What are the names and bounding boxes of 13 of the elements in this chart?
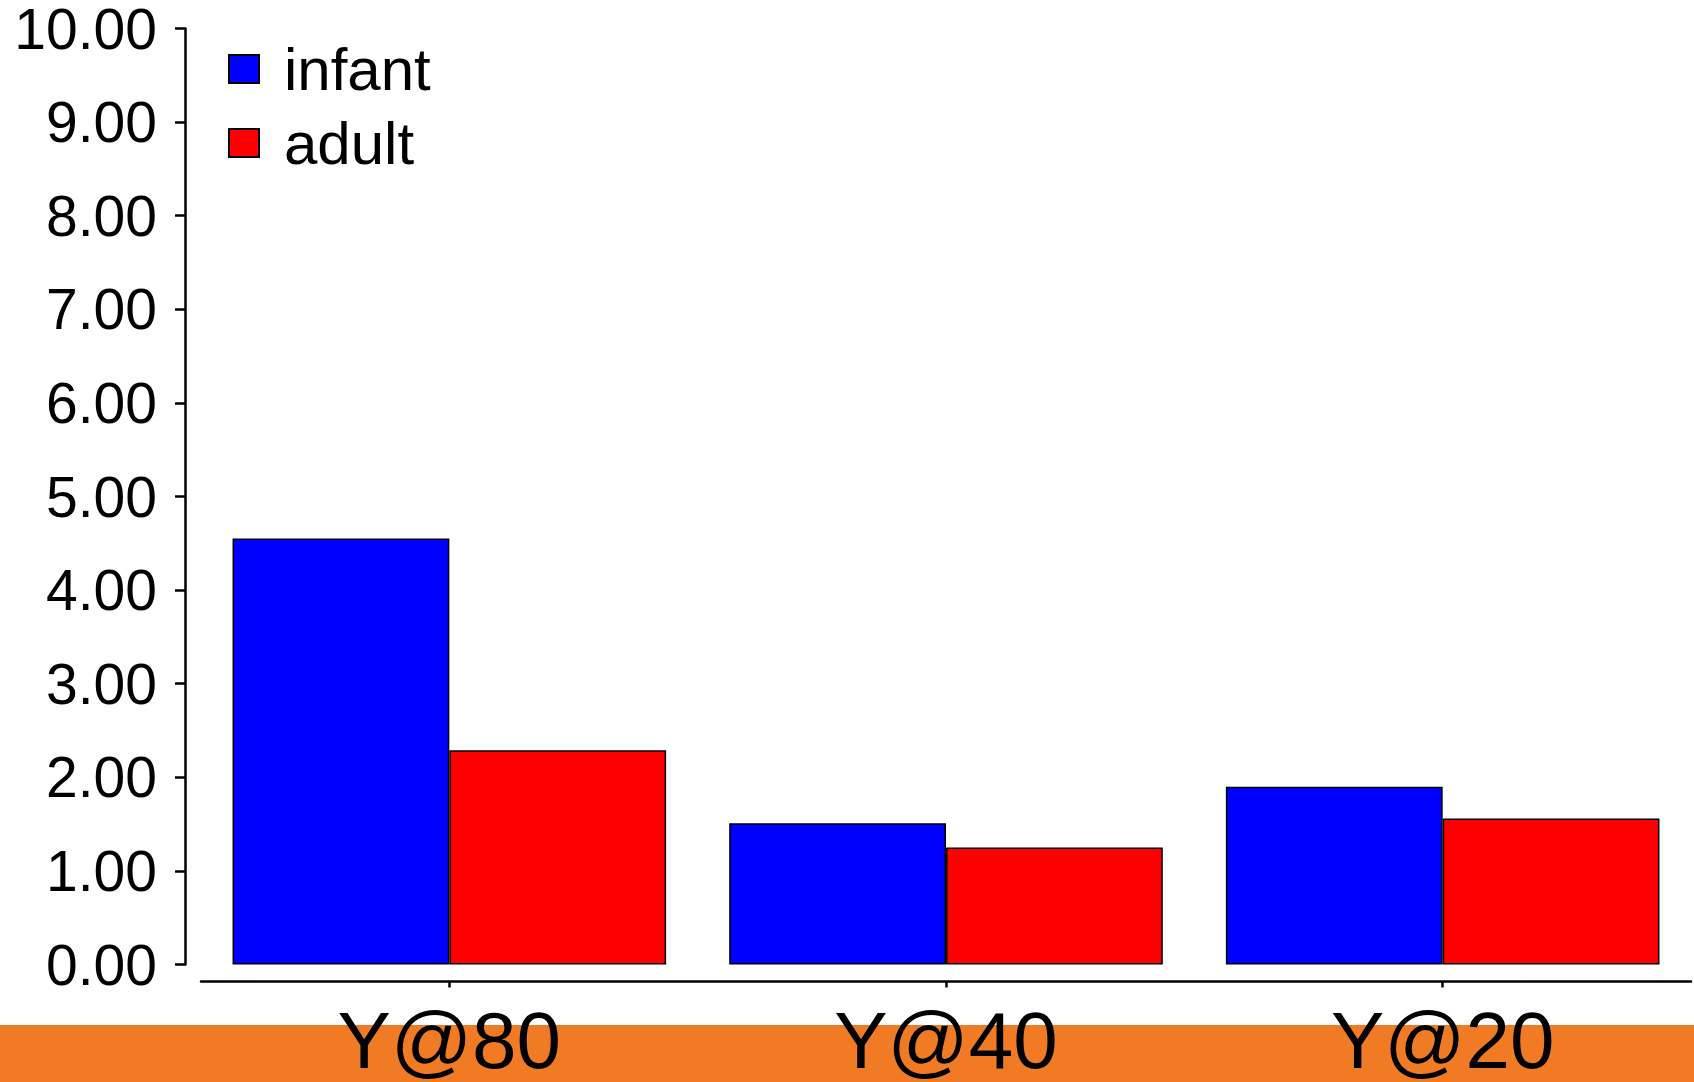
y-tick-label: 7.00 [46, 277, 157, 342]
legend-label: adult [284, 109, 415, 177]
y-tick-label: 8.00 [46, 183, 157, 248]
y-tick-label: 5.00 [46, 464, 157, 529]
y-tick-label: 10.00 [14, 0, 157, 61]
y-tick-label: 1.00 [46, 838, 157, 903]
y-tick-label: 6.00 [46, 370, 157, 435]
legend-label: infant [284, 35, 432, 103]
y-tick-label: 0.00 [46, 932, 157, 997]
y-tick-label: 2.00 [46, 745, 157, 810]
y-tick-label: 9.00 [46, 90, 157, 155]
y-tick-label: 4.00 [46, 558, 157, 623]
y-tick-label: 3.00 [46, 651, 157, 716]
